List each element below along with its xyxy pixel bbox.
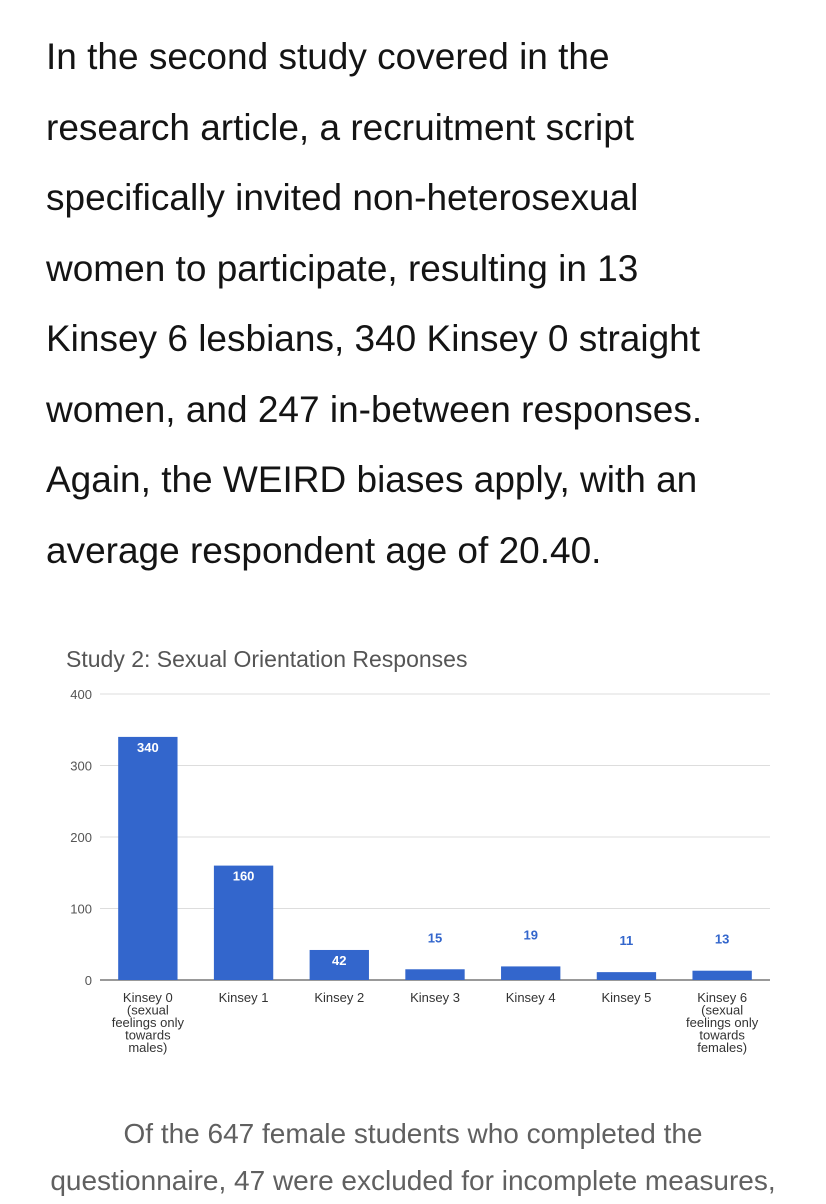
y-tick-label: 200 [70,830,92,845]
bar [213,865,274,980]
bar [405,969,465,980]
bar-value-label: 340 [137,740,159,755]
x-tick-label: Kinsey 5 [601,990,651,1005]
paragraph-line: Kinsey 6 lesbians, 340 Kinsey 0 straight [46,318,701,359]
bar-value-label: 15 [428,930,442,945]
x-tick-label: towards [699,1028,745,1043]
paragraph-line: Again, the WEIRD biases apply, with an [46,459,698,500]
article-caption: Of the 647 female students who completed… [0,1110,826,1204]
x-tick-label: feelings only [686,1015,759,1030]
y-tick-label: 0 [85,973,92,988]
paragraph-line: specifically invited non-heterosexual [46,177,639,218]
chart-svg: Study 2: Sexual Orientation Responses 0 10… [66,646,770,1055]
x-tick-label: Kinsey 2 [314,990,364,1005]
x-tick-label: Kinsey 4 [506,990,556,1005]
x-tick-label: Kinsey 1 [219,990,269,1005]
paragraph-line: research article, a recruitment script [46,106,635,148]
x-tick-label: (sexual [701,1003,743,1018]
article-paragraph: In the second study covered in the resear… [46,22,806,586]
bar-value-label: 19 [523,927,537,942]
bar [692,970,752,980]
y-tick-label: 400 [70,687,92,702]
paragraph-line: In the second study covered in the [46,36,610,77]
bar [309,949,369,980]
y-tick-label: 300 [70,759,92,774]
bar [501,966,561,980]
paragraph-line: women, and 247 in-between responses. [46,388,703,430]
bar-value-label: 13 [715,932,729,947]
caption-line: questionnaire, 47 were excluded for inco… [50,1165,776,1196]
y-tick-label: 100 [70,902,92,917]
bar-chart: Study 2: Sexual Orientation Responses 0 10… [0,630,826,1080]
x-tick-label: Kinsey 3 [410,990,460,1005]
bar-value-label: 160 [233,869,255,884]
x-tick-label: towards [125,1028,171,1043]
x-tick-label: females) [697,1040,747,1055]
x-tick-label: (sexual [127,1003,169,1018]
paragraph-line: women to participate, resulting in 13 [46,247,639,289]
x-tick-label: feelings only [112,1015,185,1030]
x-tick-label: males) [128,1040,167,1055]
x-tick-label: Kinsey 6 [697,990,747,1005]
bar-value-label: 42 [332,953,346,968]
bar [118,736,178,980]
chart-title: Study 2: Sexual Orientation Responses [66,646,467,672]
caption-line: Of the 647 female students who completed… [123,1118,703,1149]
paragraph-line: average respondent age of 20.40. [46,529,602,571]
x-tick-label: Kinsey 0 [123,990,173,1005]
bar-value-label: 11 [620,933,634,948]
bar [596,972,657,980]
